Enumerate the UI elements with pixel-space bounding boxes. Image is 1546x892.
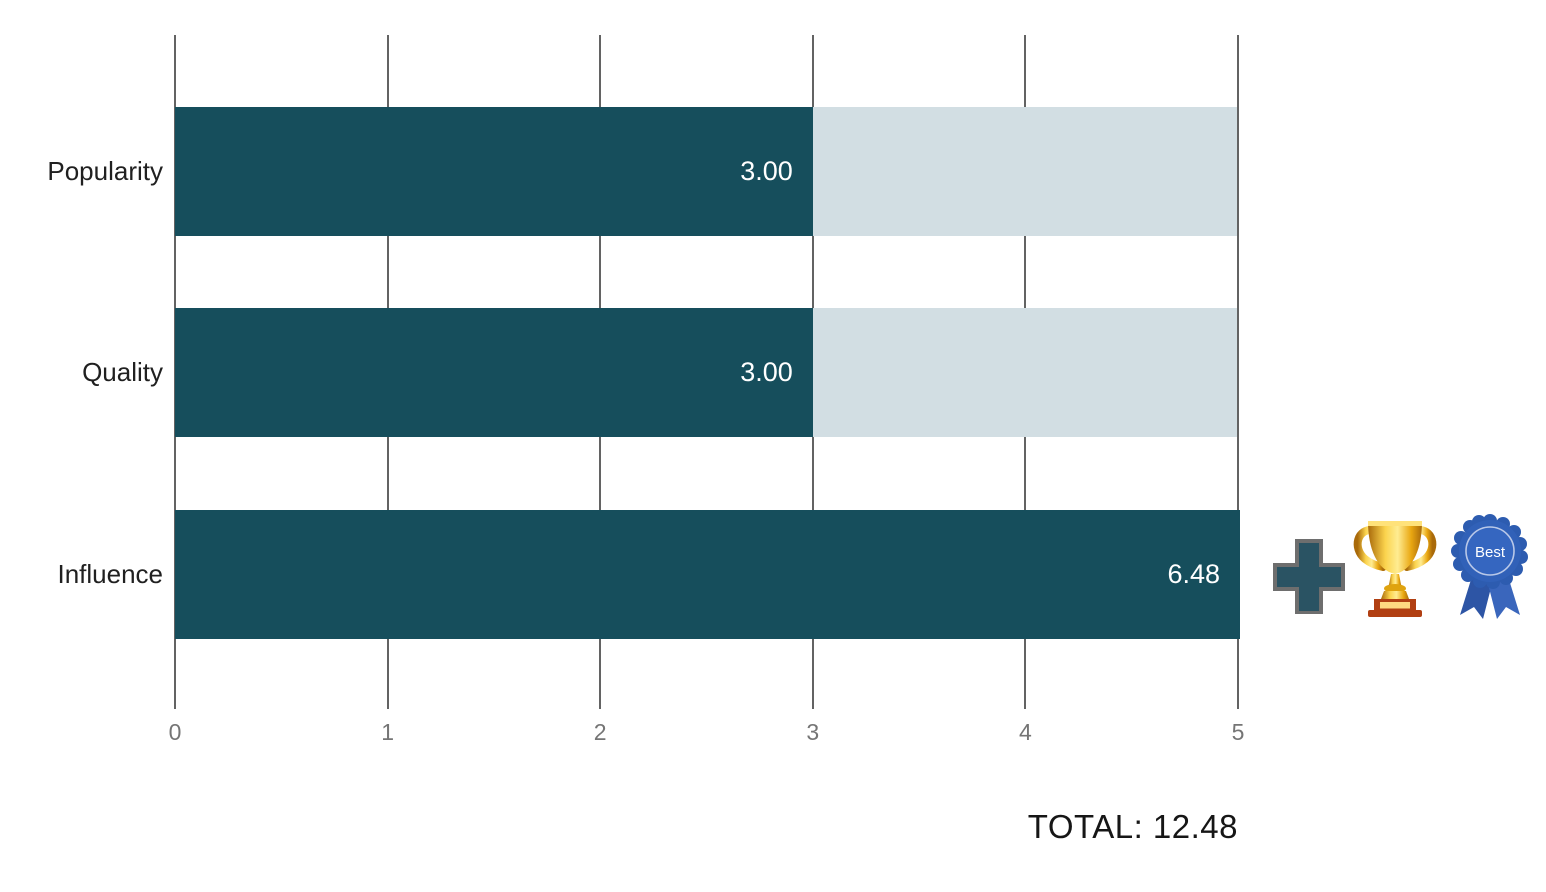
gridline (1237, 35, 1239, 709)
x-tick-label: 3 (806, 719, 820, 745)
bar (175, 107, 813, 236)
x-tick-label: 4 (1018, 719, 1032, 745)
total-label: TOTAL: 12.48 (1027, 808, 1238, 845)
category-label: Popularity (47, 156, 163, 186)
x-tick-label: 0 (168, 719, 182, 745)
x-tick-label: 2 (593, 719, 607, 745)
bar-value-label: 3.00 (740, 357, 793, 387)
plus-icon (1273, 539, 1345, 614)
best-ribbon-icon: Best (1451, 514, 1528, 619)
x-tick-label: 1 (381, 719, 394, 745)
category-label: Influence (57, 559, 163, 589)
bar (175, 308, 813, 437)
trophy-icon (1353, 521, 1437, 617)
ribbon-label: Best (1475, 544, 1506, 561)
category-label: Quality (82, 357, 163, 387)
bar (175, 510, 1240, 639)
bar-value-label: 6.48 (1167, 559, 1220, 589)
bar-value-label: 3.00 (740, 156, 793, 186)
x-tick-label: 5 (1231, 719, 1245, 745)
